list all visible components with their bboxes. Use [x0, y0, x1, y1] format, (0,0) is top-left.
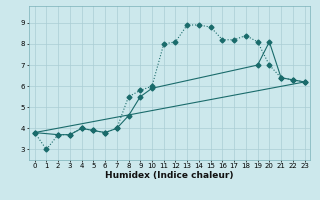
X-axis label: Humidex (Indice chaleur): Humidex (Indice chaleur) — [105, 171, 234, 180]
